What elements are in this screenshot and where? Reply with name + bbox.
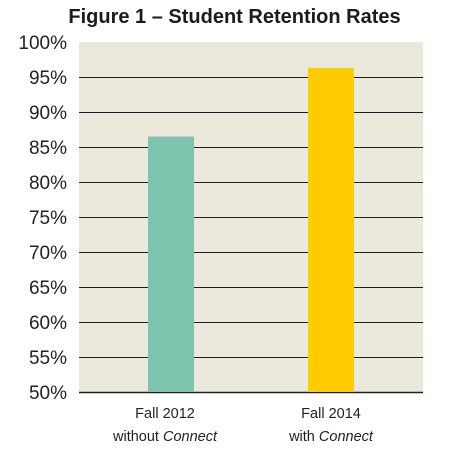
y-axis-tick-labels: 50% 55% 60% 65% 70% 75% 80% 85% 90% 95% 100% bbox=[18, 33, 67, 404]
y-tick-label: 95% bbox=[29, 68, 67, 89]
y-tick-label: 60% bbox=[29, 313, 67, 334]
chart-title: Figure 1 – Student Retention Rates bbox=[68, 6, 401, 28]
gridlines bbox=[79, 76, 423, 394]
x-category-label: Fall 2012 bbox=[135, 406, 195, 422]
y-tick-label: 50% bbox=[29, 383, 67, 404]
y-tick-label: 75% bbox=[29, 208, 67, 229]
x-category-sublabel: without Connect bbox=[112, 429, 218, 445]
bars bbox=[148, 67, 354, 393]
y-tick-label: 70% bbox=[29, 243, 67, 264]
bar bbox=[308, 67, 354, 393]
y-tick-label: 55% bbox=[29, 348, 67, 369]
y-tick-label: 80% bbox=[29, 173, 67, 194]
x-category-label: Fall 2014 bbox=[301, 406, 361, 422]
y-tick-label: 85% bbox=[29, 138, 67, 159]
x-axis-category-labels: Fall 2012 without Connect Fall 2014 with Co… bbox=[112, 406, 374, 445]
y-tick-label: 65% bbox=[29, 278, 67, 299]
y-tick-label: 100% bbox=[18, 33, 67, 54]
bar bbox=[148, 136, 194, 392]
y-tick-label: 90% bbox=[29, 103, 67, 124]
x-category-sublabel: with Connect bbox=[288, 429, 374, 445]
